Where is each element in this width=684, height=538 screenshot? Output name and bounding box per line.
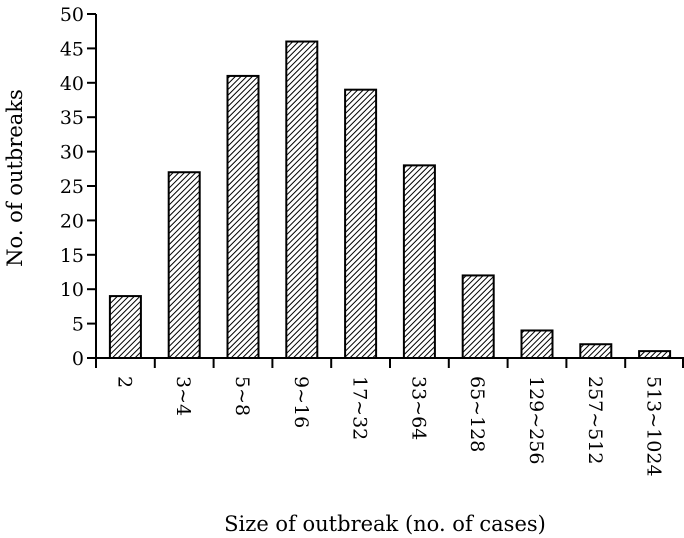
y-axis: 0 5 10 15 20 25 30 35 40 45 50 (60, 4, 97, 370)
y-tick-label: 5 (72, 314, 84, 336)
bar-3 (226, 74, 260, 359)
x-tick-label: 2 (113, 376, 135, 388)
y-axis-title: No. of outbreaks (3, 89, 27, 267)
bar-6 (402, 164, 436, 359)
bar-4 (285, 40, 319, 360)
y-tick-label: 45 (60, 38, 84, 60)
x-axis: 2 3~4 5~8 9~16 17~32 33~64 65~128 129~256 257~51… (95, 357, 684, 477)
x-tick-label: 3~4 (172, 376, 194, 416)
bar-10 (638, 350, 672, 359)
bars (108, 40, 672, 360)
bar-7 (461, 274, 495, 359)
bar-8 (520, 329, 554, 360)
bar-2 (167, 171, 201, 359)
y-tick-label: 35 (60, 107, 84, 129)
y-tick-label: 0 (72, 348, 84, 370)
x-tick-label: 129~256 (525, 376, 547, 464)
bar-9 (579, 343, 613, 359)
x-tick-label: 17~32 (349, 376, 371, 440)
y-tick-label: 10 (60, 279, 84, 301)
x-tick-label: 513~1024 (643, 376, 665, 477)
x-tick-label: 257~512 (584, 376, 606, 464)
x-axis-title: Size of outbreak (no. of cases) (224, 512, 546, 536)
x-tick-label: 33~64 (407, 376, 429, 440)
bar-1 (108, 295, 142, 359)
y-tick-label: 30 (60, 142, 84, 164)
y-tick-label: 15 (60, 245, 84, 267)
y-tick-label: 50 (60, 4, 84, 26)
x-tick-label: 65~128 (466, 376, 488, 452)
y-tick-label: 20 (60, 210, 84, 232)
x-tick-label: 5~8 (231, 376, 253, 416)
y-tick-label: 40 (60, 73, 84, 95)
y-tick-label: 25 (60, 176, 84, 198)
x-tick-label: 9~16 (290, 376, 312, 428)
bar-5 (344, 88, 378, 360)
